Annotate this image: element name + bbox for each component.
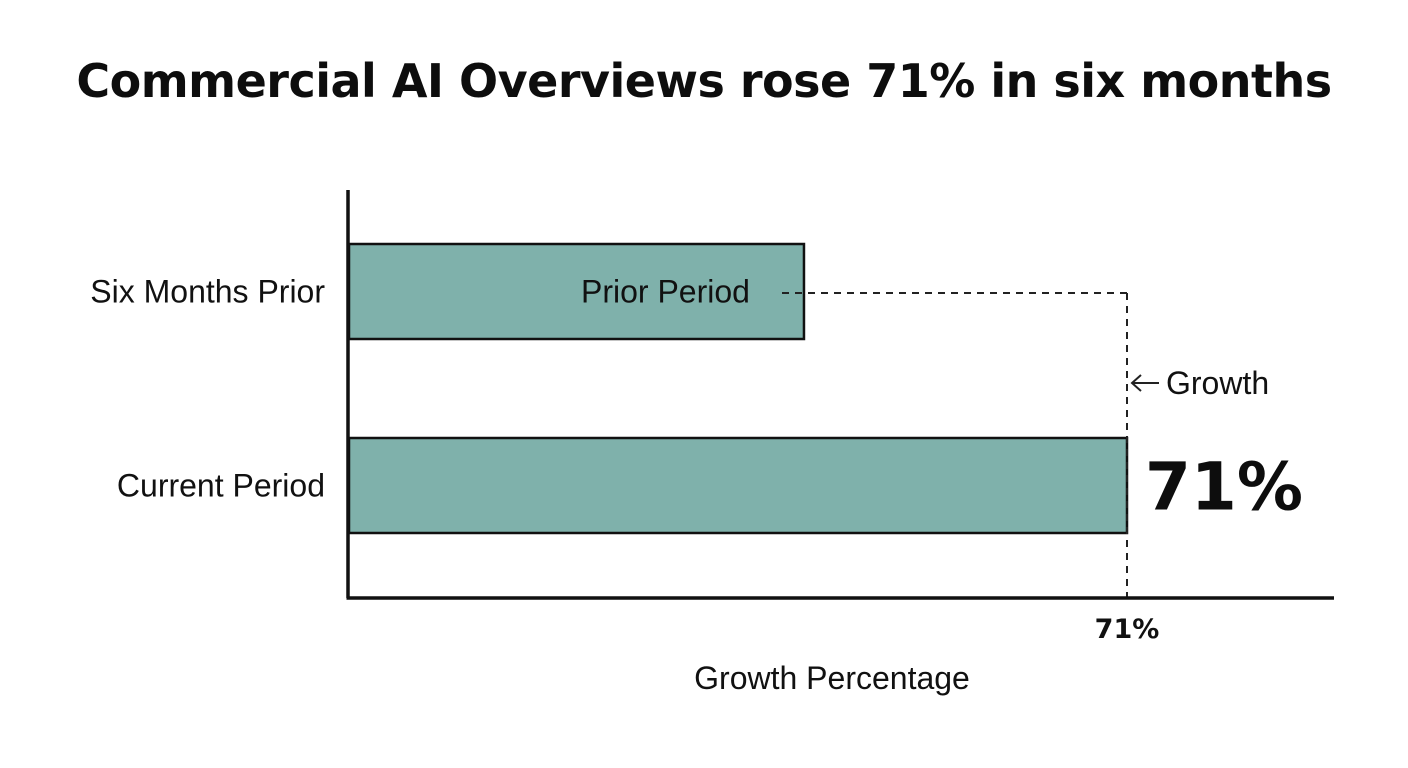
category-label: Six Months Prior — [90, 274, 325, 310]
chart-title: Commercial AI Overviews rose 71% in six … — [76, 54, 1332, 108]
growth-label: Growth — [1166, 365, 1269, 401]
bar-six-months-prior — [347, 242, 806, 341]
x-tick-label: 71% — [1095, 614, 1160, 645]
bar-current-period — [347, 436, 1129, 535]
category-label: Current Period — [117, 468, 325, 504]
growth-value-label: 71% — [1145, 449, 1303, 526]
x-axis-title: Growth Percentage — [694, 660, 970, 696]
category-labels: Six Months Prior Current Period — [90, 274, 325, 504]
prior-period-label: Prior Period — [581, 274, 750, 310]
bars-layer — [347, 242, 1129, 535]
growth-arrow-icon — [1130, 374, 1159, 392]
